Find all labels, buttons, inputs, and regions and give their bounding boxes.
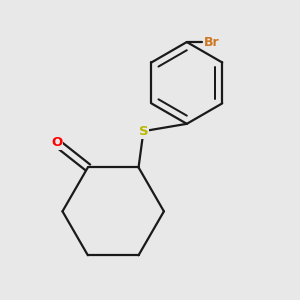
Text: O: O bbox=[51, 136, 62, 149]
Text: Br: Br bbox=[204, 35, 220, 49]
Text: S: S bbox=[139, 125, 148, 138]
